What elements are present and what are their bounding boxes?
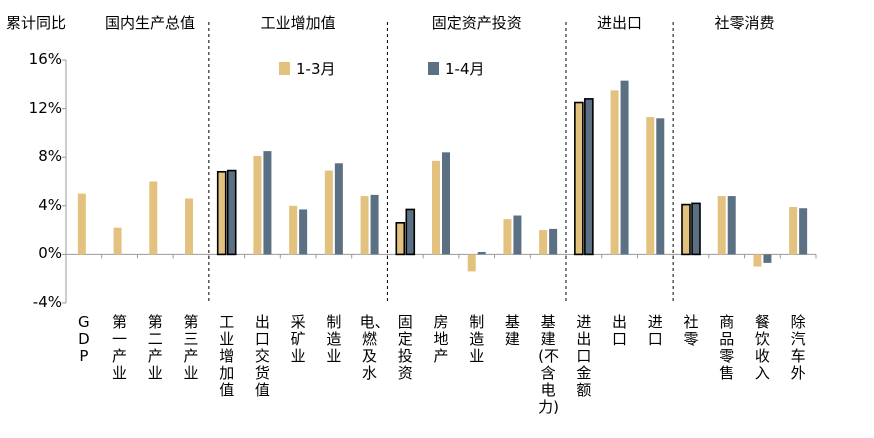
bar-series-2 [727, 196, 736, 255]
bar-series-2 [477, 251, 486, 255]
bar-series-1 [113, 227, 122, 255]
x-category-label: 出口交货值 [254, 313, 270, 399]
group-title: 社零消费 [714, 14, 775, 32]
x-category-label: 房地产 [433, 313, 449, 365]
y-axis-title: 累计同比 [6, 14, 67, 32]
bar-series-1 [789, 207, 798, 255]
bar-series-2 [620, 80, 629, 255]
y-tick-label: -4% [32, 293, 62, 311]
legend-swatch-2 [428, 62, 439, 75]
bar-series-1 [253, 155, 262, 255]
bar-series-1 [77, 193, 86, 255]
x-category-label: 制造业 [326, 313, 342, 365]
bar-series-2 [691, 202, 701, 256]
x-category-label: 第三产业 [183, 313, 199, 382]
group-title: 固定资产投资 [431, 14, 522, 32]
y-tick-label: 4% [38, 195, 62, 214]
x-category-label: 除汽车外 [790, 313, 806, 382]
x-category-label: GDP [78, 313, 90, 365]
bar-series-2 [656, 118, 665, 255]
bar-series-1 [753, 254, 762, 267]
bar-series-1 [610, 90, 619, 255]
bar-series-1 [395, 222, 406, 256]
x-category-label: 出口 [612, 313, 628, 348]
bar-series-1 [324, 170, 333, 255]
x-category-label: 制造业 [469, 313, 485, 365]
bar-series-2 [442, 152, 450, 255]
y-tick-label: 16% [28, 50, 62, 68]
bar-series-2 [763, 254, 772, 263]
legend-label-1: 1-3月 [296, 60, 336, 78]
group-title: 国内生产总值 [104, 14, 195, 32]
x-category-label: 社零 [683, 313, 699, 348]
bar-series-2 [513, 215, 522, 255]
bar-series-2 [299, 209, 308, 255]
y-tick-label: 8% [38, 147, 62, 166]
bar-series-1 [539, 230, 548, 255]
y-tick-label: 0% [38, 244, 62, 263]
bar-series-2 [226, 169, 237, 256]
legend-label-2: 1-4月 [445, 60, 485, 78]
bar-series-1 [467, 254, 476, 272]
bar-series-1 [432, 160, 440, 255]
bar-series-1 [646, 117, 655, 255]
bar-series-1 [574, 101, 584, 256]
bar-series-1 [185, 198, 193, 255]
group-title: 工业增加值 [260, 14, 336, 32]
x-category-label: 进口 [647, 313, 663, 348]
group-title: 进出口 [597, 14, 643, 32]
bar-series-1 [717, 196, 726, 255]
bar-series-2 [799, 208, 808, 255]
bar-series-2 [370, 194, 379, 255]
x-category-label: 餐饮收入 [754, 313, 770, 382]
x-category-label: 商品零售 [719, 313, 735, 382]
x-category-label: 第二产业 [147, 313, 163, 382]
legend-swatch-1 [279, 62, 290, 75]
x-category-label: 采矿业 [290, 313, 306, 365]
bar-series-2 [405, 208, 416, 256]
bar-series-1 [149, 181, 158, 255]
x-category-label: 基建 [504, 313, 520, 348]
x-category-label: 基建(不含电力) [538, 313, 559, 416]
bar-series-2 [584, 98, 594, 256]
x-category-label: 工业增加值 [219, 313, 235, 399]
bar-series-2 [334, 163, 343, 255]
bar-series-1 [216, 170, 227, 256]
bar-series-1 [360, 196, 369, 255]
x-category-label: 电、燃及水 [359, 313, 390, 382]
y-tick-label: 12% [28, 98, 62, 117]
bar-series-2 [549, 228, 558, 255]
bar-series-1 [681, 203, 691, 256]
bar-series-1 [289, 205, 298, 255]
bar-series-1 [503, 219, 512, 255]
x-category-label: 进出口金额 [576, 313, 592, 399]
x-category-label: 固定投资 [397, 313, 413, 382]
bar-series-2 [263, 151, 272, 255]
x-category-label: 第一产业 [112, 313, 128, 382]
